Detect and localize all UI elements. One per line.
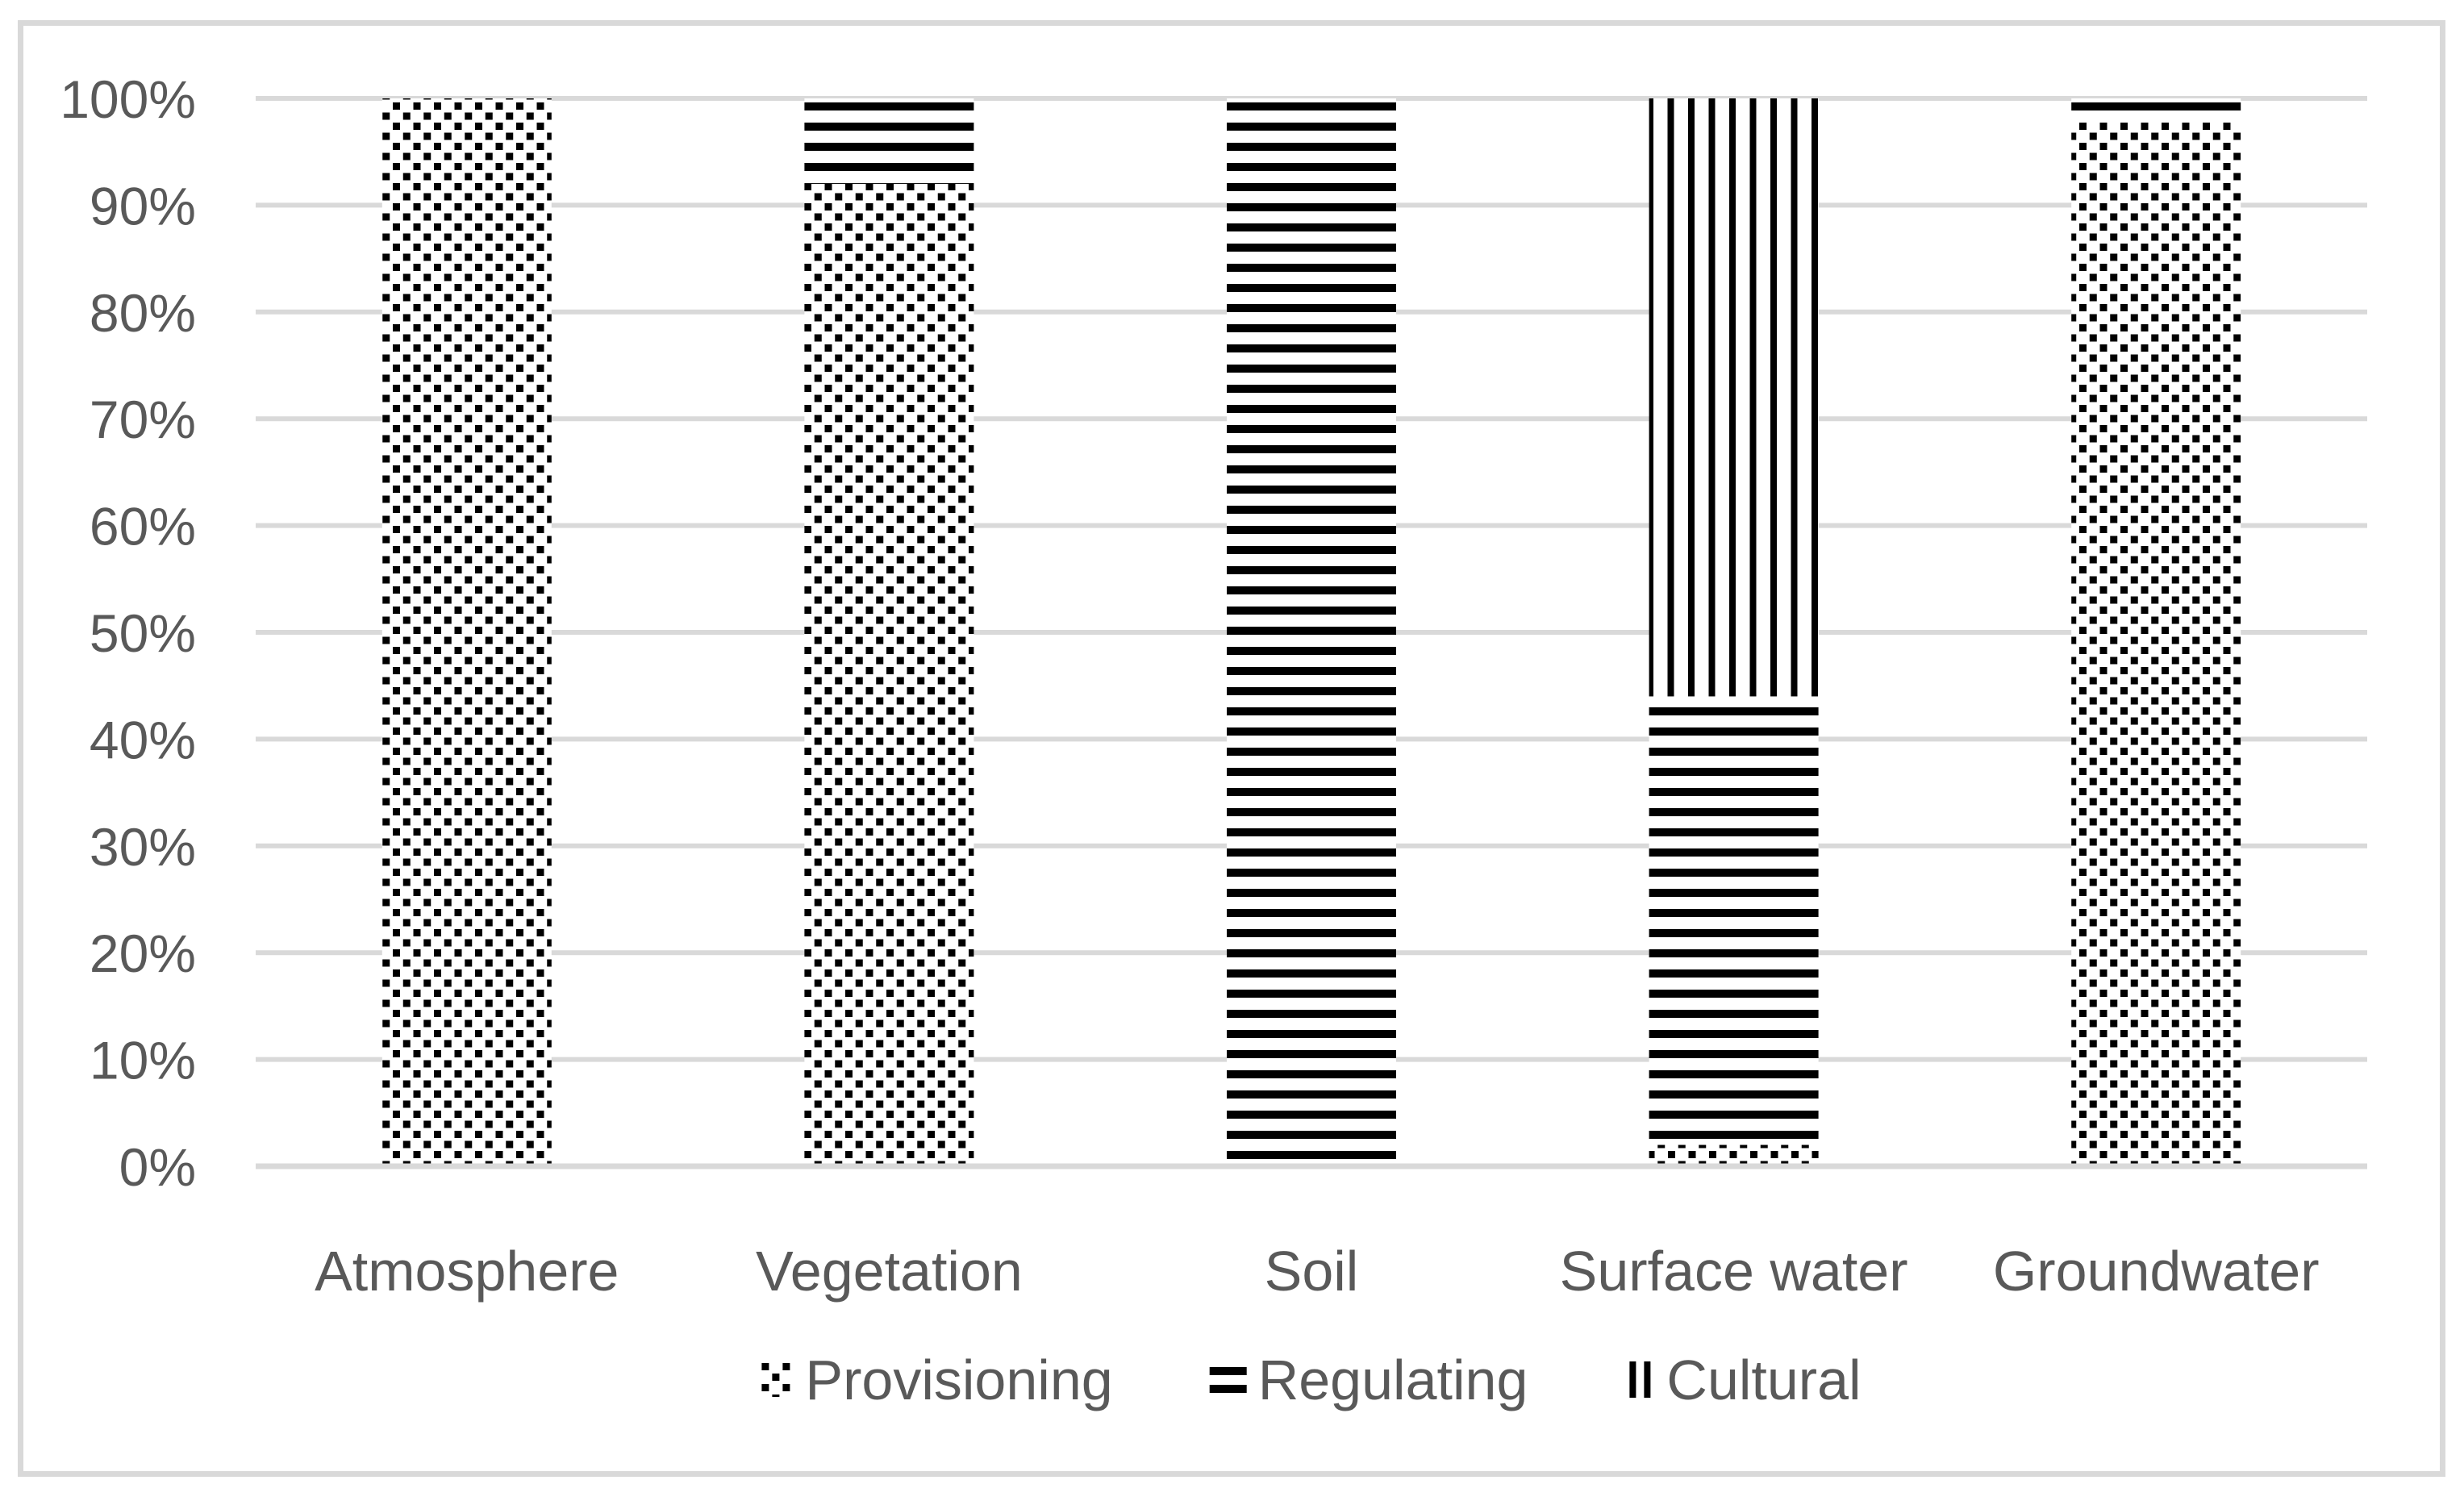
- legend-item-regulating: Regulating: [1209, 1349, 1528, 1411]
- bar-segment-groundwater-regulating: [2071, 98, 2241, 120]
- legend-label-cultural: Cultural: [1666, 1349, 1861, 1411]
- y-tick-label-100-: 100%: [60, 69, 196, 129]
- bar-segment-vegetation-regulating: [804, 98, 974, 184]
- y-tick-label-60-: 60%: [90, 497, 196, 557]
- legend-label-regulating: Regulating: [1258, 1349, 1528, 1411]
- legend: Provisioning Regulating Cultural: [761, 1349, 1862, 1411]
- legend-swatch-horizontal-stripes-icon: [1209, 1367, 1247, 1393]
- y-tick-label-90-: 90%: [90, 176, 196, 236]
- bar-segment-surface-water-cultural: [1649, 98, 1819, 697]
- y-tick-label-70-: 70%: [90, 390, 196, 449]
- y-axis-tick-labels: 0% 10% 20% 30% 40% 50% 60% 70% 80% 90% 100%: [60, 69, 196, 1197]
- bar-segment-surface-water-regulating: [1649, 696, 1819, 1145]
- y-tick-label-50-: 50%: [90, 603, 196, 663]
- y-tick-label-10-: 10%: [90, 1031, 196, 1090]
- figure-border: [18, 20, 2445, 1477]
- category-label-vegetation: Vegetation: [756, 1240, 1023, 1303]
- bar-segment-atmosphere-provisioning: [381, 98, 552, 1166]
- category-label-surface-water: Surface water: [1560, 1240, 1908, 1303]
- category-label-atmosphere: Atmosphere: [315, 1240, 619, 1303]
- y-tick-label-30-: 30%: [90, 817, 196, 877]
- category-label-soil: Soil: [1265, 1240, 1359, 1303]
- y-tick-label-20-: 20%: [90, 923, 196, 983]
- bar-segment-groundwater-provisioning: [2071, 119, 2241, 1167]
- bars: [381, 98, 2241, 1167]
- bar-segment-surface-water-provisioning: [1649, 1144, 1819, 1166]
- legend-swatch-vertical-stripes-icon: [1629, 1361, 1651, 1398]
- y-tick-label-40-: 40%: [90, 710, 196, 769]
- legend-item-provisioning: Provisioning: [761, 1349, 1113, 1411]
- category-label-groundwater: Groundwater: [1993, 1240, 2320, 1303]
- legend-label-provisioning: Provisioning: [805, 1349, 1112, 1411]
- legend-item-cultural: Cultural: [1629, 1349, 1862, 1411]
- y-tick-label-80-: 80%: [90, 283, 196, 343]
- legend-swatch-dots-icon: [761, 1363, 790, 1397]
- category-labels: Atmosphere Vegetation Soil Surface water Gro…: [315, 1240, 2319, 1303]
- bar-segment-vegetation-provisioning: [804, 183, 974, 1166]
- y-tick-label-0-: 0%: [119, 1137, 196, 1197]
- bar-segment-soil-regulating: [1227, 98, 1396, 1166]
